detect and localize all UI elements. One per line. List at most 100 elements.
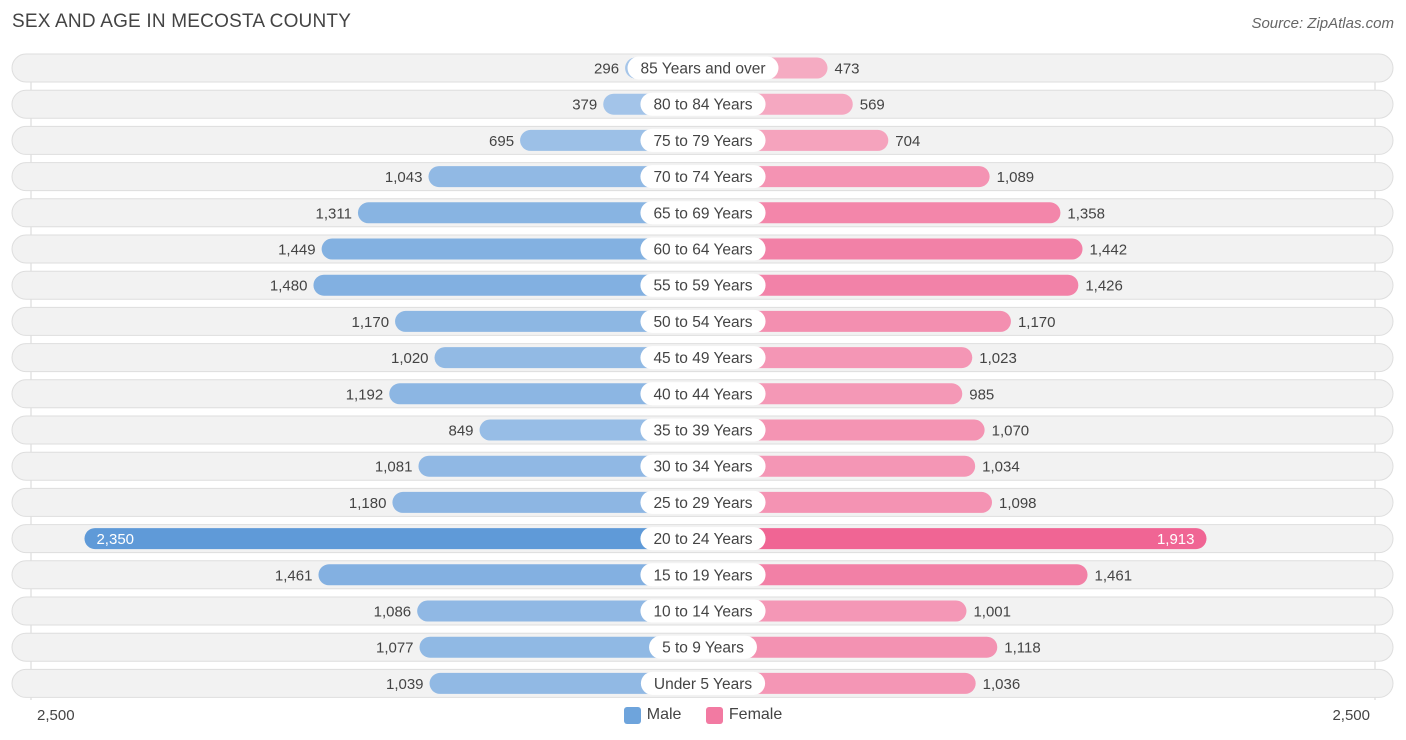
male-value-label: 1,039 <box>386 676 424 693</box>
male-bar <box>357 202 703 224</box>
female-value-label: 1,426 <box>1085 278 1123 295</box>
category-pill <box>640 671 766 695</box>
female-bar <box>703 600 967 622</box>
legend-male-label: Male <box>646 706 682 723</box>
category-pill <box>627 56 779 80</box>
female-value-label: 1,070 <box>992 423 1030 440</box>
male-bar <box>318 564 703 586</box>
male-bar <box>429 672 703 694</box>
category-label: 20 to 24 Years <box>653 531 752 548</box>
male-value-label: 1,461 <box>275 567 313 584</box>
female-bar <box>703 274 1079 296</box>
male-swatch <box>623 706 641 724</box>
legend-item-male[interactable]: Male <box>623 706 682 724</box>
female-value-label: 569 <box>860 97 885 114</box>
female-bar <box>703 310 1011 332</box>
male-value-label: 1,192 <box>346 386 384 403</box>
category-pill <box>640 490 766 514</box>
category-pill <box>640 237 766 261</box>
category-pill <box>649 635 757 659</box>
female-bar <box>703 419 985 441</box>
male-bar <box>392 491 703 513</box>
female-bar <box>703 528 1207 550</box>
female-value-label: 1,461 <box>1095 567 1133 584</box>
category-pill <box>640 454 766 478</box>
male-bar <box>419 636 703 658</box>
category-label: 85 Years and over <box>641 61 766 78</box>
legend-item-female[interactable]: Female <box>705 706 783 724</box>
male-value-label: 1,311 <box>316 205 352 222</box>
category-pill <box>640 201 766 225</box>
male-value-label: 2,350 <box>96 531 134 548</box>
chart-title: SEX AND AGE IN MECOSTA COUNTY <box>12 11 352 32</box>
female-value-label: 1,036 <box>983 676 1021 693</box>
male-bar <box>428 166 703 188</box>
male-value-label: 1,086 <box>374 604 412 621</box>
category-pill <box>640 346 766 370</box>
axis-right-label: 2,500 <box>1332 707 1370 724</box>
category-label: 25 to 29 Years <box>653 495 752 512</box>
category-label: 80 to 84 Years <box>653 97 752 114</box>
category-pill <box>640 527 766 551</box>
male-value-label: 296 <box>594 61 619 78</box>
category-pill <box>640 418 766 442</box>
female-swatch <box>705 706 723 724</box>
female-bar <box>703 636 998 658</box>
category-pill <box>640 92 766 116</box>
legend: Male Female <box>0 706 1406 729</box>
category-pill <box>640 563 766 587</box>
category-pill <box>640 309 766 333</box>
female-value-label: 1,913 <box>1157 531 1195 548</box>
female-value-label: 1,001 <box>973 604 1011 621</box>
male-bar <box>417 600 703 622</box>
category-label: 45 to 49 Years <box>653 350 752 367</box>
female-bar <box>703 347 973 369</box>
category-label: 65 to 69 Years <box>653 205 752 222</box>
female-bar <box>703 455 976 477</box>
female-value-label: 1,442 <box>1090 242 1128 259</box>
male-bar <box>389 383 703 405</box>
legend-female-label: Female <box>728 706 783 723</box>
source-label: Source: ZipAtlas.com <box>1251 15 1394 32</box>
category-label: 35 to 39 Years <box>653 423 752 440</box>
category-label: 60 to 64 Years <box>653 242 752 259</box>
category-pill <box>640 165 766 189</box>
category-label: 50 to 54 Years <box>653 314 752 331</box>
female-value-label: 1,170 <box>1018 314 1056 331</box>
male-value-label: 1,077 <box>376 640 414 657</box>
female-bar <box>703 238 1083 260</box>
male-bar <box>84 528 704 550</box>
female-value-label: 473 <box>834 61 859 78</box>
category-label: Under 5 Years <box>654 676 752 693</box>
male-value-label: 695 <box>489 133 514 150</box>
axis-left-label: 2,500 <box>37 707 75 724</box>
female-value-label: 1,089 <box>997 169 1035 186</box>
female-value-label: 704 <box>895 133 920 150</box>
female-value-label: 985 <box>969 386 994 403</box>
category-label: 55 to 59 Years <box>653 278 752 295</box>
category-label: 70 to 74 Years <box>653 169 752 186</box>
category-label: 40 to 44 Years <box>653 386 752 403</box>
male-bar <box>418 455 703 477</box>
female-value-label: 1,034 <box>982 459 1020 476</box>
category-pill <box>640 273 766 297</box>
category-label: 15 to 19 Years <box>653 567 752 584</box>
male-value-label: 1,043 <box>385 169 423 186</box>
category-label: 5 to 9 Years <box>662 640 744 657</box>
female-bar <box>703 202 1061 224</box>
male-value-label: 1,170 <box>352 314 390 331</box>
category-label: 10 to 14 Years <box>653 604 752 621</box>
male-value-label: 1,449 <box>278 242 316 259</box>
male-value-label: 1,480 <box>270 278 308 295</box>
female-bar <box>703 383 963 405</box>
male-value-label: 1,180 <box>349 495 387 512</box>
category-pill <box>640 382 766 406</box>
male-bar <box>313 274 703 296</box>
male-bar <box>321 238 703 260</box>
male-bar <box>434 347 703 369</box>
male-bar <box>395 310 703 332</box>
male-value-label: 379 <box>572 97 597 114</box>
male-value-label: 1,020 <box>391 350 429 367</box>
category-pill <box>640 128 766 152</box>
female-value-label: 1,098 <box>999 495 1037 512</box>
